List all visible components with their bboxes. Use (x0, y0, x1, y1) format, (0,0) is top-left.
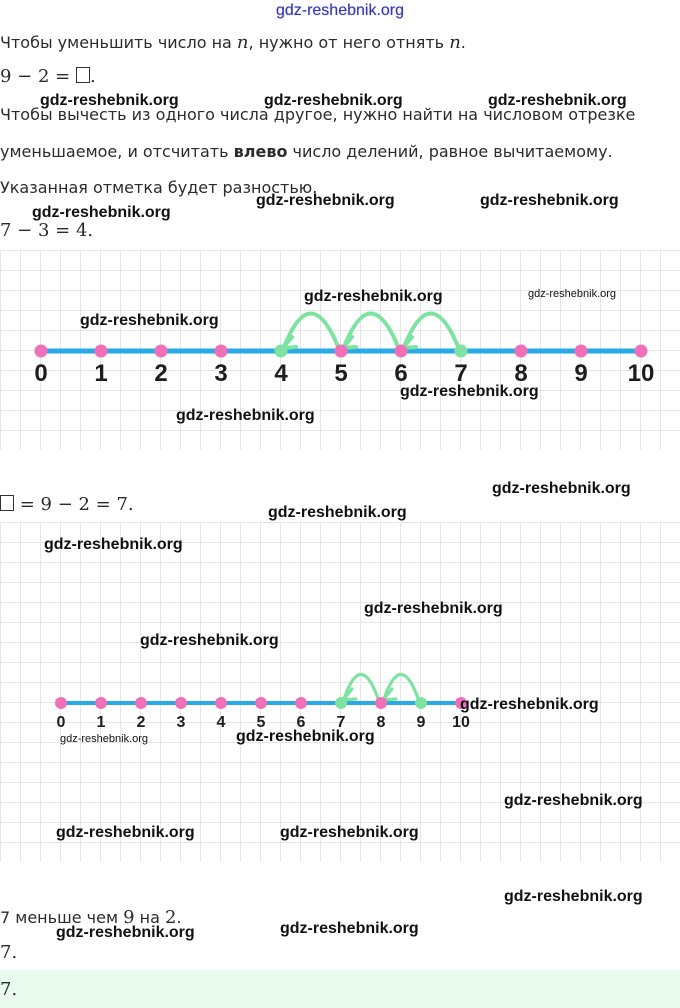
tick-dot (415, 697, 427, 709)
tick-label: 7 (454, 360, 467, 387)
watermark: gdz-reshebnik.org (268, 504, 407, 521)
rule-2-line-2: уменьшаемое, и отсчитать влево число дел… (0, 142, 613, 161)
watermark: gdz-reshebnik.org (492, 480, 631, 497)
number-line-figure-1: 0 1 2 3 4 5 6 7 8 9 10 (0, 250, 680, 450)
tick-label: 4 (274, 360, 288, 387)
jump-arc (282, 311, 341, 351)
expression-1: 9 − 2 = . (0, 66, 96, 87)
number-line-2: 0 1 2 3 4 5 6 7 8 9 10 (55, 672, 470, 731)
watermark: gdz-reshebnik.org (364, 600, 503, 617)
watermark: gdz-reshebnik.org (280, 824, 419, 841)
tick-dot (455, 697, 467, 709)
watermark: gdz-reshebnik.org (460, 696, 599, 713)
tick-label: 9 (574, 360, 587, 387)
watermark: gdz-reshebnik.org (528, 288, 617, 300)
tick-label: 6 (297, 714, 306, 731)
number-line-1: 0 1 2 3 4 5 6 7 8 9 10 (34, 311, 655, 387)
tick-label: 2 (137, 714, 146, 731)
tick-dot (335, 697, 347, 709)
watermark: gdz-reshebnik.org (56, 924, 195, 941)
tick-dot (454, 344, 468, 358)
tick-label: 9 (417, 714, 426, 731)
watermark: gdz-reshebnik.org (280, 920, 419, 937)
tick-label: 0 (57, 714, 66, 731)
tick-dot (34, 344, 48, 358)
tick-label: 6 (394, 360, 407, 387)
tick-dot (55, 697, 67, 709)
rule-1: Чтобы уменьшить число на n, нужно от нег… (0, 32, 466, 53)
tick-label: 10 (452, 714, 470, 731)
conclusion: 7 меньше чем 9 на 2. (0, 907, 182, 928)
watermark: gdz-reshebnik.org (32, 204, 171, 221)
tick-dot (334, 344, 348, 358)
watermark: gdz-reshebnik.org (140, 632, 279, 649)
final-answer: 7. (0, 979, 18, 1000)
tick-dot (214, 344, 228, 358)
tick-label: 8 (514, 360, 527, 387)
tick-label: 1 (94, 360, 107, 387)
watermark: gdz-reshebnik.org (176, 407, 315, 424)
watermark: gdz-reshebnik.org (304, 288, 443, 305)
expression-2: 7 − 3 = 4. (0, 220, 94, 241)
answer-box: 7. (0, 970, 680, 1008)
watermark: gdz-reshebnik.org (488, 92, 627, 109)
watermark: gdz-reshebnik.org (256, 192, 395, 209)
watermark: gdz-reshebnik.org (400, 383, 539, 400)
watermark: gdz-reshebnik.org (264, 92, 403, 109)
jump-arc (382, 672, 421, 703)
watermark: gdz-reshebnik.org (56, 824, 195, 841)
tick-dot (135, 697, 147, 709)
jump-arc (342, 672, 381, 703)
number-line-figure-2: 0 1 2 3 4 5 6 7 8 9 10 (0, 522, 680, 862)
tick-dot (394, 344, 408, 358)
jump-arc (342, 311, 401, 351)
watermark: gdz-reshebnik.org (40, 92, 179, 109)
watermark: gdz-reshebnik.org (60, 733, 149, 745)
tick-label: 10 (628, 360, 655, 387)
jump-arc (402, 311, 461, 351)
tick-label: 0 (34, 360, 47, 387)
short-answer: 7. (0, 942, 18, 963)
tick-label: 8 (377, 714, 386, 731)
watermark: gdz-reshebnik.org (504, 792, 643, 809)
tick-dot (154, 344, 168, 358)
tick-label: 4 (217, 714, 226, 731)
tick-dot (375, 697, 387, 709)
tick-label: 3 (214, 360, 227, 387)
watermark: gdz-reshebnik.org (504, 888, 643, 905)
unknown-box-icon (75, 67, 90, 83)
tick-dot (634, 344, 648, 358)
tick-dot (295, 697, 307, 709)
watermark: gdz-reshebnik.org (44, 536, 183, 553)
tick-dot (94, 344, 108, 358)
tick-dot (255, 697, 267, 709)
tick-label: 5 (257, 714, 266, 731)
watermark: gdz-reshebnik.org (80, 312, 219, 329)
site-header-link[interactable]: gdz-reshebnik.org (275, 2, 405, 19)
unknown-box-icon (0, 495, 14, 511)
tick-label: 3 (177, 714, 186, 731)
tick-label: 2 (154, 360, 167, 387)
watermark: gdz-reshebnik.org (236, 728, 375, 745)
tick-label: 5 (334, 360, 347, 387)
tick-dot (175, 697, 187, 709)
tick-dot (215, 697, 227, 709)
expression-3: = 9 − 2 = 7. (0, 495, 134, 515)
tick-label: 7 (337, 714, 346, 731)
tick-dot (574, 344, 588, 358)
rule-2-line-1: Чтобы вычесть из одного числа другое, ну… (0, 105, 636, 124)
watermark: gdz-reshebnik.org (480, 192, 619, 209)
tick-dot (514, 344, 528, 358)
tick-dot (274, 344, 288, 358)
tick-label: 1 (97, 714, 106, 731)
tick-dot (95, 697, 107, 709)
rule-2-line-3: Указанная отметка будет разностью. (0, 178, 318, 197)
